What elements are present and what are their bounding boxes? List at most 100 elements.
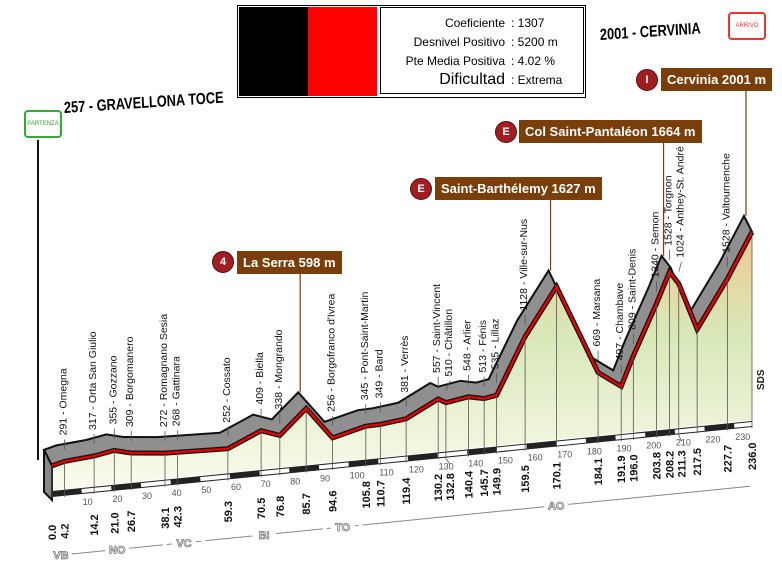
km-tick-label: 90 [320,473,330,483]
axis-segment [81,486,112,494]
stat-row: Pte Media Positiva : 4.02 % [381,51,583,70]
distance-label: 76.8 [275,496,287,517]
climb-label: Cervinia 2001 m [661,68,773,91]
km-tick-label: 210 [676,438,691,448]
province-label: NO [109,544,126,556]
province-label: AO [548,501,565,513]
distance-label: 105.8 [361,481,373,509]
color-swatch-black [239,7,308,96]
town-label: 252 - Cossato [221,357,233,423]
axis-segment [318,462,349,470]
distance-label: 26.7 [126,511,138,532]
stat-value: : 1307 [511,15,545,30]
town-label: 381 - Verrès [399,336,411,393]
label-tick [678,261,682,272]
town-label: 809 - Saint-Denis [626,249,638,330]
color-swatch-red [308,7,377,96]
km-tick-label: 110 [379,467,393,477]
town-label: 1128 - Ville-sur-Nus [518,219,530,311]
province-bg [252,528,277,541]
distance-label: 217.5 [692,448,704,476]
km-tick-label: 50 [201,485,211,495]
distance-label: 132.8 [445,473,457,501]
town-label: 409 - Biella [254,352,266,405]
province-label: BI [259,530,270,542]
axis-segment [437,450,468,458]
stat-value: : 4.02 % [511,53,556,68]
km-tick-label: 180 [587,447,602,457]
town-label: 497 - Chambave [614,283,626,361]
stat-label: Pte Media Positiva [405,53,505,68]
province-label: VB [53,550,68,562]
axis-segment [496,444,527,452]
distance-label: 59.3 [223,501,235,522]
km-tick-label: 220 [706,435,721,445]
km-tick-label: 230 [735,432,750,442]
town-label: 510 - Châtillon [443,309,455,377]
climb-label: La Serra 598 m [237,251,342,274]
distance-label: 0.0 [47,525,59,540]
end-marker-label: SDS [756,369,767,390]
distance-label: 227.7 [722,445,734,473]
km-tick-label: 60 [231,482,241,492]
town-label: 349 - Bard [373,349,385,398]
stat-row: Desnivel Positivo: 5200 m [381,32,583,51]
stats-table: Coeficiente : 1307 Desnivel Positivo: 520… [380,7,584,94]
distance-label: 85.7 [301,493,313,514]
distance-label: 70.5 [256,498,268,519]
distance-label: 159.5 [520,465,532,493]
axis-segment [259,468,290,476]
axis-segment [734,422,753,428]
axis-segment [378,456,409,464]
stat-label: Dificultad [439,70,505,88]
town-label: 268 - Gattinara [170,356,182,426]
axis-segment [615,432,646,440]
partenza-icon-text: PARTENZA [27,121,59,127]
km-tick-label: 20 [112,494,122,504]
km-tick-label: 170 [557,450,572,460]
distance-label: 119.4 [401,477,413,505]
town-label: 309 - Borgomanero [124,336,136,427]
profile-wall [43,449,53,503]
province-label: TO [335,522,351,534]
province-bg [48,549,73,562]
distance-label: 140.4 [463,470,475,498]
climb-label: Saint-Barthélemy 1627 m [435,177,602,200]
distance-leader [445,458,451,465]
town-label: 338 - Mongrando [273,329,285,409]
stat-row: Coeficiente : 1307 [381,13,583,32]
profile-area [52,231,752,490]
axis-segment [556,438,587,446]
km-tick-label: 120 [409,464,424,474]
km-tick-label: 160 [528,453,543,463]
climb-badge: E [495,121,517,143]
distance-label: 38.1 [160,507,172,528]
town-label: 272 - Romagnano Sesia [158,314,170,427]
stat-label: Coeficiente [444,15,505,30]
town-label: 513 - Fénis [477,320,489,373]
climb-badge: I [636,69,658,91]
town-label: 535 - Lillaz [490,318,502,369]
town-label: 1024 - Anthey-St. André [675,146,687,258]
town-label: 256 - Borgofranco d'Ivrea [326,294,338,412]
km-tick-label: 70 [261,479,271,489]
arrivo-icon: ARRIVO [728,12,766,40]
km-tick-label: 150 [498,456,513,466]
axis-segment [140,480,171,488]
province-bg [105,543,130,556]
axis-segment [200,474,231,482]
km-tick-label: 190 [617,444,632,454]
town-label: 355 - Gozzano [107,355,119,424]
distance-leader [678,435,682,442]
distance-label: 191.9 [616,456,628,484]
distance-label: 4.2 [59,523,71,538]
province-bg [544,499,569,512]
distance-label: 42.3 [172,506,184,527]
climb-badge: 4 [212,251,234,273]
km-tick-label: 200 [646,441,661,451]
stats-panel: Coeficiente : 1307 Desnivel Positivo: 520… [237,5,586,98]
km-tick-label: 140 [468,458,483,468]
town-label: 1340 - Semon [649,211,661,277]
